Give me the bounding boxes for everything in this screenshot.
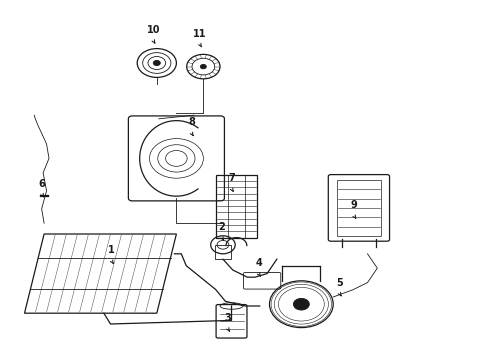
Bar <box>215 245 231 259</box>
Text: 7: 7 <box>228 173 235 183</box>
Circle shape <box>200 64 206 69</box>
Text: 5: 5 <box>336 278 343 288</box>
Circle shape <box>294 298 309 310</box>
Text: 10: 10 <box>147 25 160 35</box>
Text: 3: 3 <box>224 313 231 323</box>
Bar <box>216 175 257 238</box>
Text: 4: 4 <box>255 258 262 268</box>
Text: 8: 8 <box>188 117 195 127</box>
Text: 11: 11 <box>193 28 207 39</box>
Bar <box>337 180 381 236</box>
Text: 1: 1 <box>108 245 115 255</box>
Text: 6: 6 <box>39 179 46 189</box>
Text: 2: 2 <box>219 222 225 232</box>
Text: 9: 9 <box>351 200 358 210</box>
Circle shape <box>153 60 160 66</box>
